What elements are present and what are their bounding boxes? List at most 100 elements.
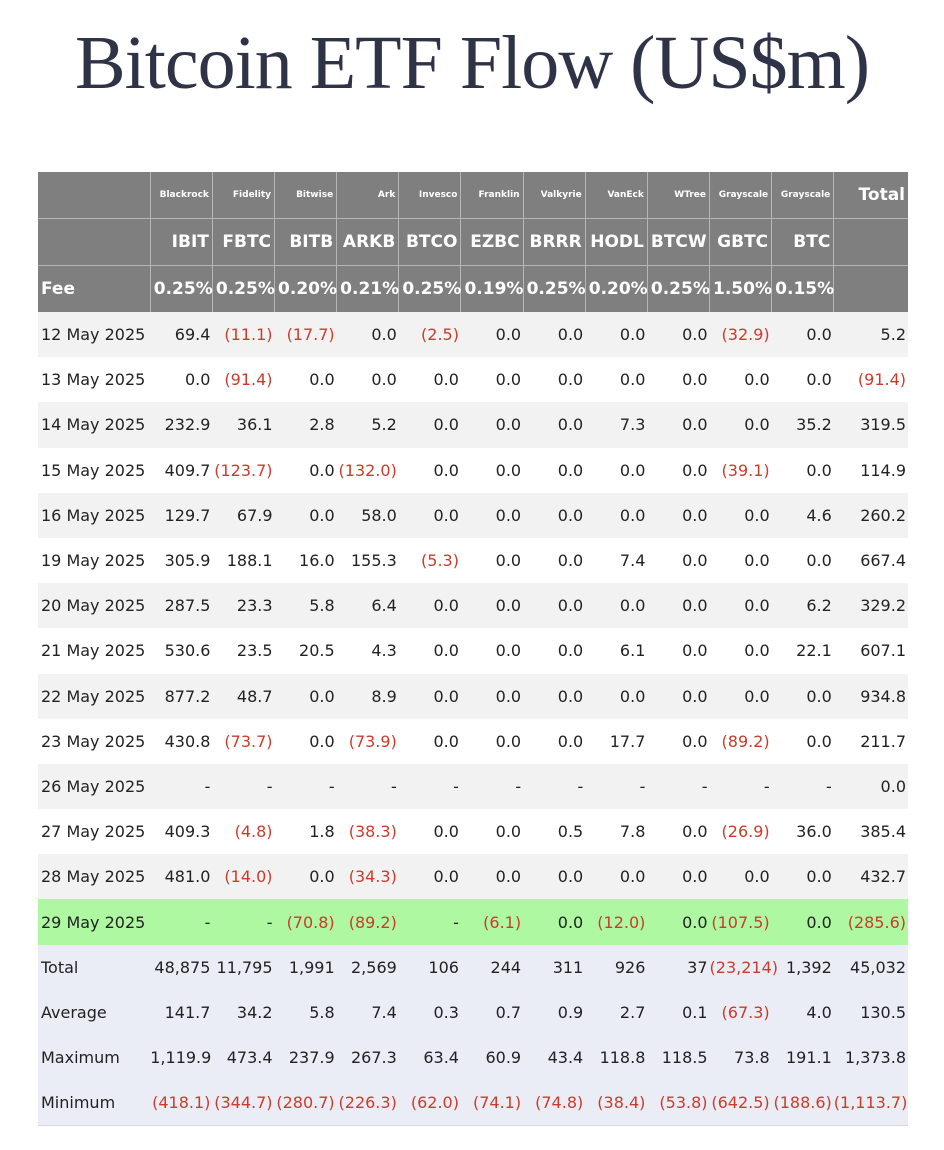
summary-row: Maximum 1,119.9 473.4 237.9 267.3 63.4 60.9 43.… [38, 1035, 908, 1081]
flow-cell: 232.9 [150, 402, 213, 448]
fee-value: 0.25% [211, 265, 275, 312]
table-row: 20 May 2025 287.5 23.3 5.8 6.4 0.0 0.0 0.0 0.0 0.… [38, 583, 908, 629]
flow-cell: 409.7 [150, 447, 213, 493]
flow-cell: 0.0 [771, 899, 834, 945]
flow-cell: (32.9) [709, 312, 772, 358]
flow-cell: 0.0 [585, 854, 648, 900]
issuer-header: Fidelity [211, 172, 275, 219]
issuer-header: Franklin [460, 172, 524, 219]
date-cell: 28 May 2025 [38, 854, 151, 900]
header-blank-cell [833, 218, 908, 266]
flow-cell: 0.0 [523, 402, 586, 448]
flow-cell: 0.9 [523, 989, 586, 1035]
flow-cell: 0.0 [274, 357, 337, 403]
flow-cell: 73.8 [709, 1035, 772, 1081]
table-row: 29 May 2025- - (70.8) (89.2) - (6.1) 0.0 (12.0)… [38, 899, 908, 945]
flow-cell: (2.5) [398, 312, 461, 358]
row-total-cell: 211.7 [833, 718, 908, 764]
ticker-header: GBTC [709, 218, 772, 266]
fee-value: 0.21% [336, 265, 399, 312]
flow-cell: 0.0 [460, 809, 524, 855]
flow-cell: - [398, 899, 461, 945]
row-total-cell: 260.2 [833, 492, 908, 538]
flow-cell: 155.3 [336, 537, 399, 584]
flow-cell: 0.0 [585, 357, 648, 403]
flow-cell: 0.0 [647, 899, 710, 945]
issuer-header: Grayscale [771, 172, 834, 219]
flow-cell: 0.0 [585, 492, 648, 538]
flow-cell: 2.8 [274, 402, 337, 448]
flow-cell: - [771, 763, 834, 810]
flow-cell: (107.5) [709, 899, 772, 945]
flow-cell: 23.5 [212, 628, 275, 674]
flow-cell: 0.0 [709, 492, 772, 538]
row-total-cell: 385.4 [833, 809, 908, 855]
flow-cell: 0.0 [523, 537, 586, 584]
flow-cell: 0.0 [585, 312, 648, 358]
table-header: Blackrock Fidelity Bitwise Ark Invesco Frankl… [38, 172, 908, 312]
ticker-header: BRRR [522, 218, 586, 266]
issuer-header: Bitwise [274, 172, 337, 219]
flow-cell: (26.9) [709, 809, 772, 855]
flow-cell: 1,991 [274, 944, 337, 990]
flow-cell: - [274, 763, 337, 810]
flow-cell: (38.4) [585, 1080, 648, 1127]
flow-cell: 473.4 [212, 1035, 275, 1081]
flow-cell: 4.3 [336, 628, 399, 674]
fee-value: 0.20% [584, 265, 648, 312]
flow-cell: 530.6 [150, 628, 213, 674]
row-total-cell: 130.5 [833, 989, 908, 1035]
flow-cell: (53.8) [647, 1080, 710, 1127]
flow-cell: 6.1 [585, 628, 648, 674]
row-total-cell: 329.2 [833, 583, 908, 629]
flow-cell: (344.7) [212, 1080, 275, 1127]
flow-cell: (226.3) [336, 1080, 399, 1127]
flow-cell: 0.0 [460, 537, 524, 584]
flow-cell: 0.0 [523, 718, 586, 764]
flow-cell: 0.0 [647, 583, 710, 629]
flow-cell: 0.3 [398, 989, 461, 1035]
flow-cell: 0.0 [398, 718, 461, 764]
flow-cell: 0.0 [398, 628, 461, 674]
flow-cell: 0.0 [647, 357, 710, 403]
header-corner-cell [38, 172, 151, 219]
flow-cell: 1.8 [274, 809, 337, 855]
ticker-header: BTCW [646, 218, 710, 266]
flow-cell: 0.0 [709, 402, 772, 448]
flow-cell: 4.0 [771, 989, 834, 1035]
fee-value: 1.50% [709, 265, 772, 312]
flow-cell: 0.0 [398, 402, 461, 448]
flow-cell: 0.0 [709, 357, 772, 403]
flow-cell: 0.0 [523, 673, 586, 719]
flow-cell: (6.1) [460, 899, 524, 945]
flow-cell: 0.0 [709, 628, 772, 674]
fee-value: 0.25% [149, 265, 213, 312]
flow-cell: 0.0 [523, 312, 586, 358]
flow-cell: 0.0 [647, 628, 710, 674]
flow-cell: 58.0 [336, 492, 399, 538]
flow-cell: 0.0 [709, 673, 772, 719]
flow-cell: 17.7 [585, 718, 648, 764]
flow-cell: 0.0 [771, 537, 834, 584]
flow-cell: (62.0) [398, 1080, 461, 1127]
flow-cell: 244 [460, 944, 524, 990]
flow-cell: 0.0 [336, 312, 399, 358]
flow-cell: 0.0 [585, 673, 648, 719]
flow-cell: (12.0) [585, 899, 648, 945]
flow-cell: 60.9 [460, 1035, 524, 1081]
issuer-header: Valkyrie [522, 172, 586, 219]
summary-label: Total [38, 944, 151, 990]
flow-cell: 7.8 [585, 809, 648, 855]
row-total-cell: 45,032 [833, 944, 908, 990]
flow-cell: 0.0 [709, 537, 772, 584]
flow-cell: 0.1 [647, 989, 710, 1035]
date-cell: 13 May 2025 [38, 357, 151, 403]
flow-cell: 2.7 [585, 989, 648, 1035]
table-row: 27 May 2025 409.3 (4.8) 1.8 (38.3) 0.0 0.0 0.5 7… [38, 809, 908, 855]
table-row: 15 May 2025 409.7 (123.7) 0.0 (132.0) 0.0 0.0 0… [38, 447, 908, 493]
flow-cell: 0.0 [647, 673, 710, 719]
date-cell: 27 May 2025 [38, 809, 151, 855]
table-row: 14 May 2025 232.9 36.1 2.8 5.2 0.0 0.0 0.0 7.3 0.… [38, 402, 908, 448]
flow-cell: 0.0 [647, 809, 710, 855]
flow-cell: 0.0 [274, 447, 337, 493]
